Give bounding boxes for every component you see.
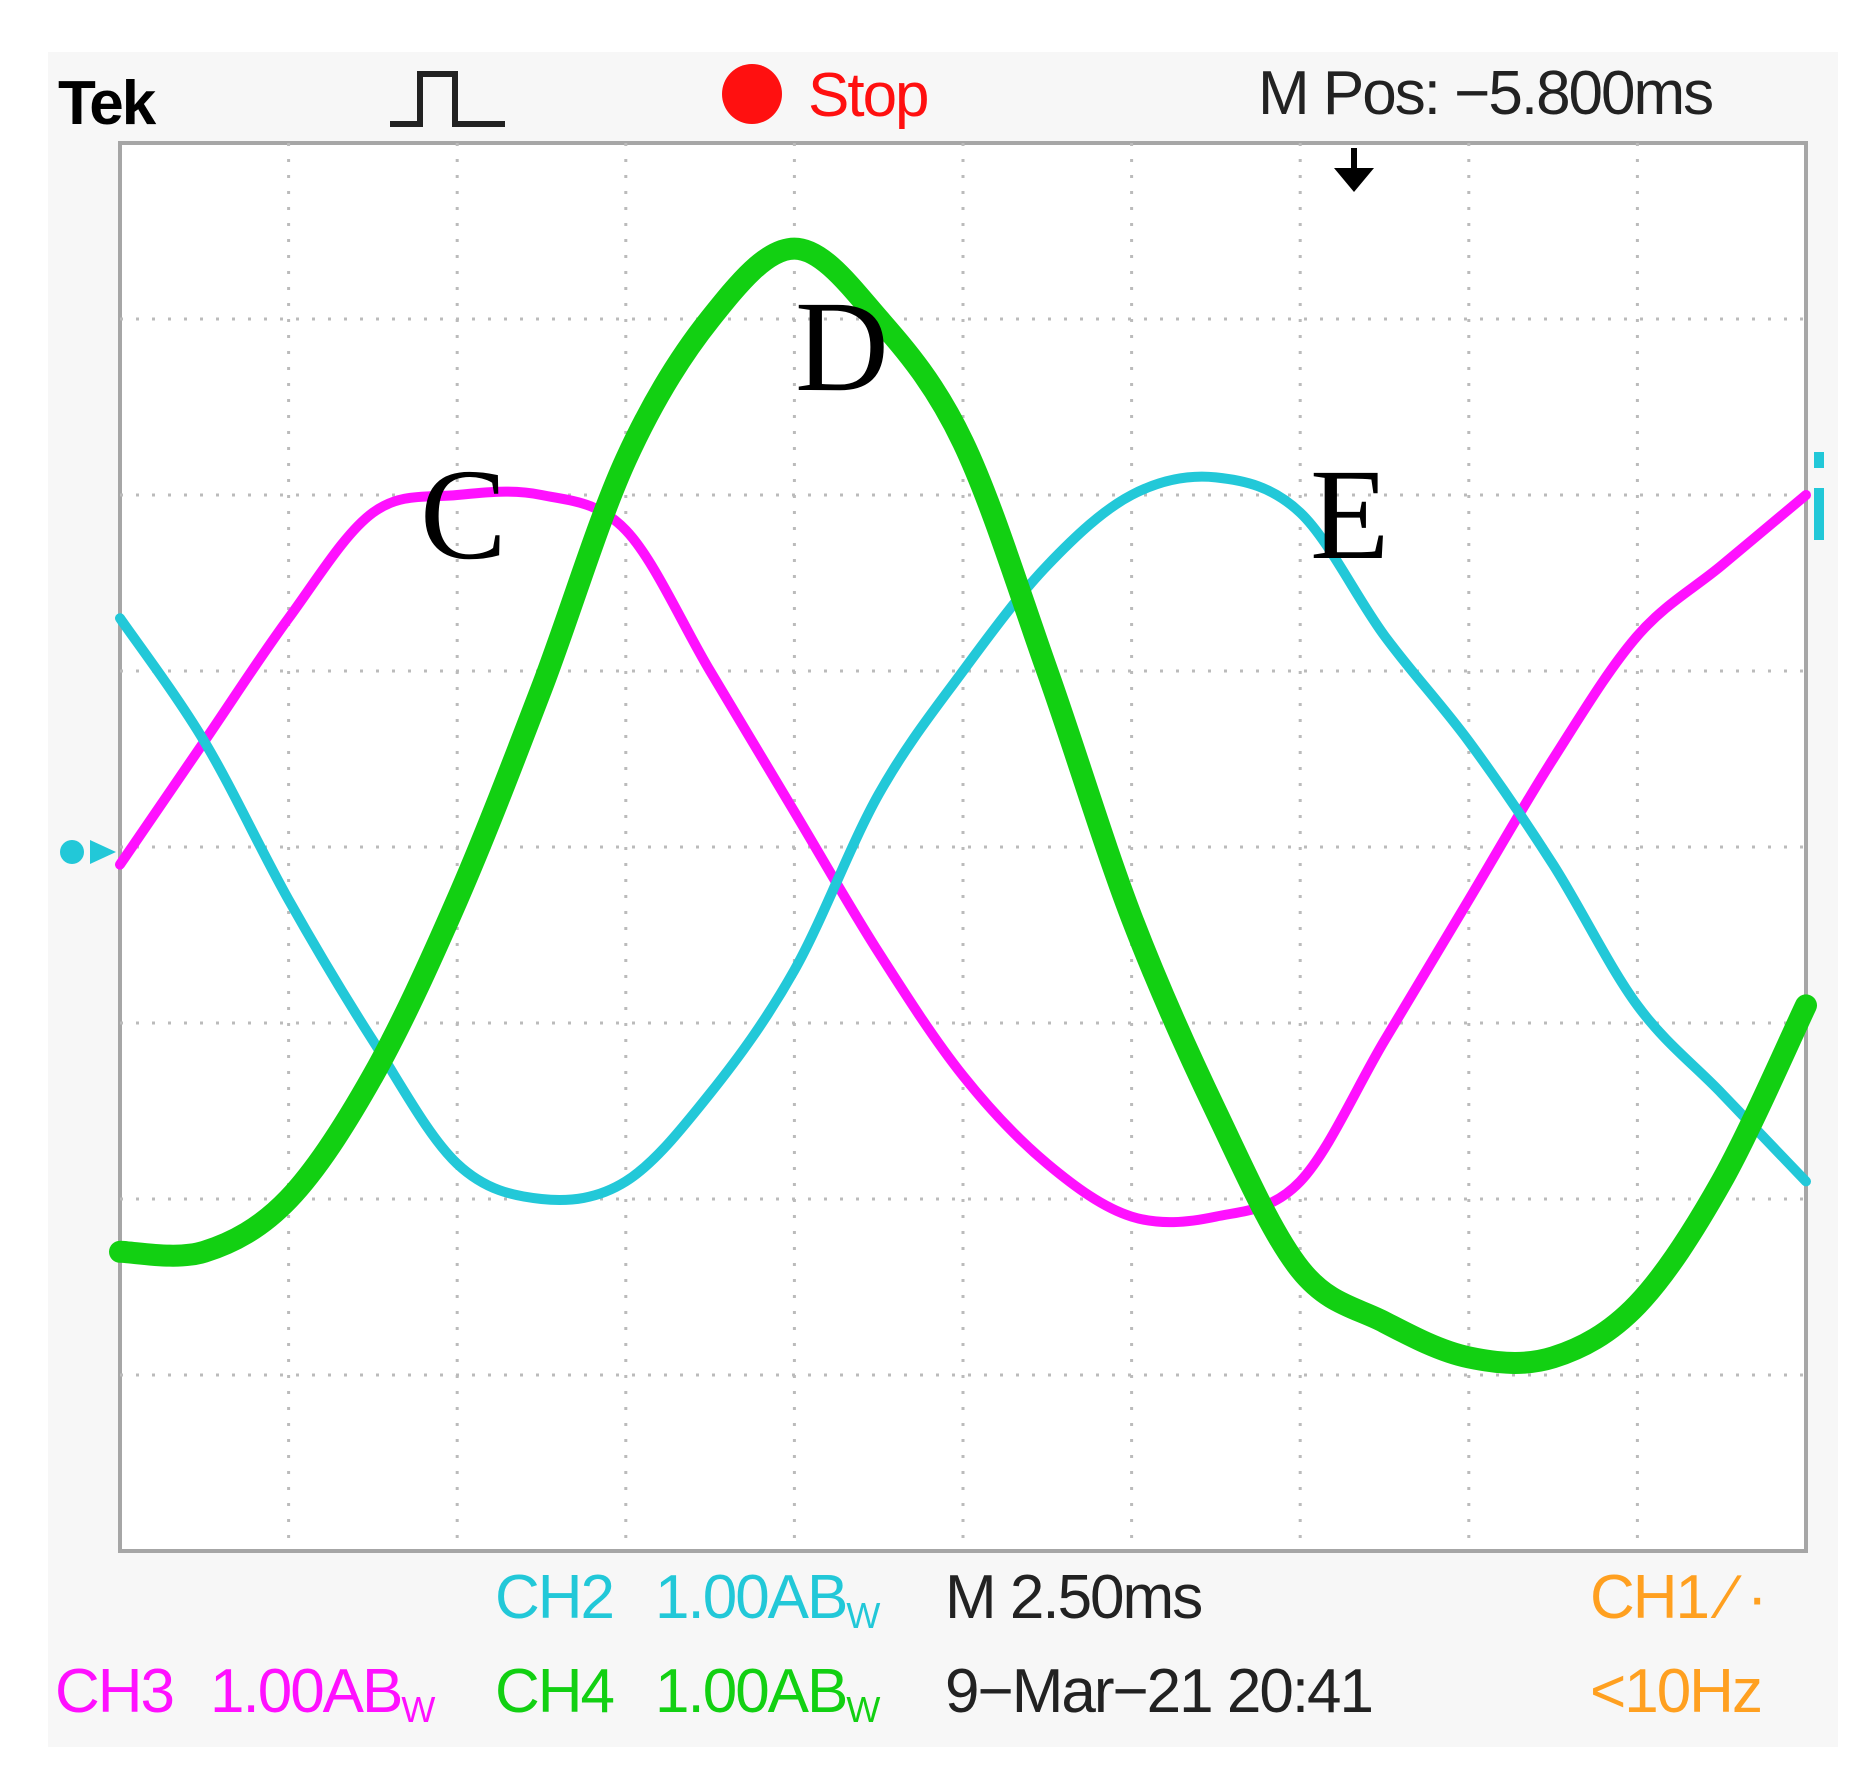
timebase-readout: M 2.50ms	[945, 1563, 1201, 1632]
ch2-name: CH2	[495, 1563, 613, 1632]
annotation-e: E	[1310, 443, 1389, 587]
ch4-name: CH4	[495, 1657, 614, 1726]
ch3-name: CH3	[55, 1657, 173, 1726]
annotation-d: D	[795, 275, 889, 419]
trigger-frequency-readout: <10Hz	[1590, 1657, 1761, 1726]
trace-ch2	[115, 471, 1811, 1205]
run-state-label[interactable]: Stop	[808, 61, 930, 130]
pulse-icon	[390, 71, 505, 127]
annotation-c: C	[420, 443, 507, 587]
ch2-scale: 1.00ABW	[655, 1563, 880, 1636]
ch1-trigger-readout: CH1 ∕ ·	[1590, 1563, 1765, 1632]
ch4-scale: 1.00ABW	[655, 1657, 880, 1730]
trigger-position-arrow-icon	[1334, 148, 1374, 192]
graticule	[120, 143, 1806, 1551]
m-pos-readout: M Pos: −5.800ms	[1258, 59, 1712, 128]
brand-label: Tek	[58, 69, 157, 138]
trace-ch3	[115, 486, 1811, 1228]
ch2-level-marker	[1814, 452, 1824, 540]
ground-marker-icon	[60, 840, 116, 864]
trace-ch4	[109, 237, 1817, 1374]
ch3-scale: 1.00ABW	[210, 1657, 435, 1730]
traces	[109, 237, 1817, 1374]
date-time-readout: 9−Mar−21 20:41	[945, 1657, 1372, 1726]
record-dot-icon	[722, 64, 782, 124]
